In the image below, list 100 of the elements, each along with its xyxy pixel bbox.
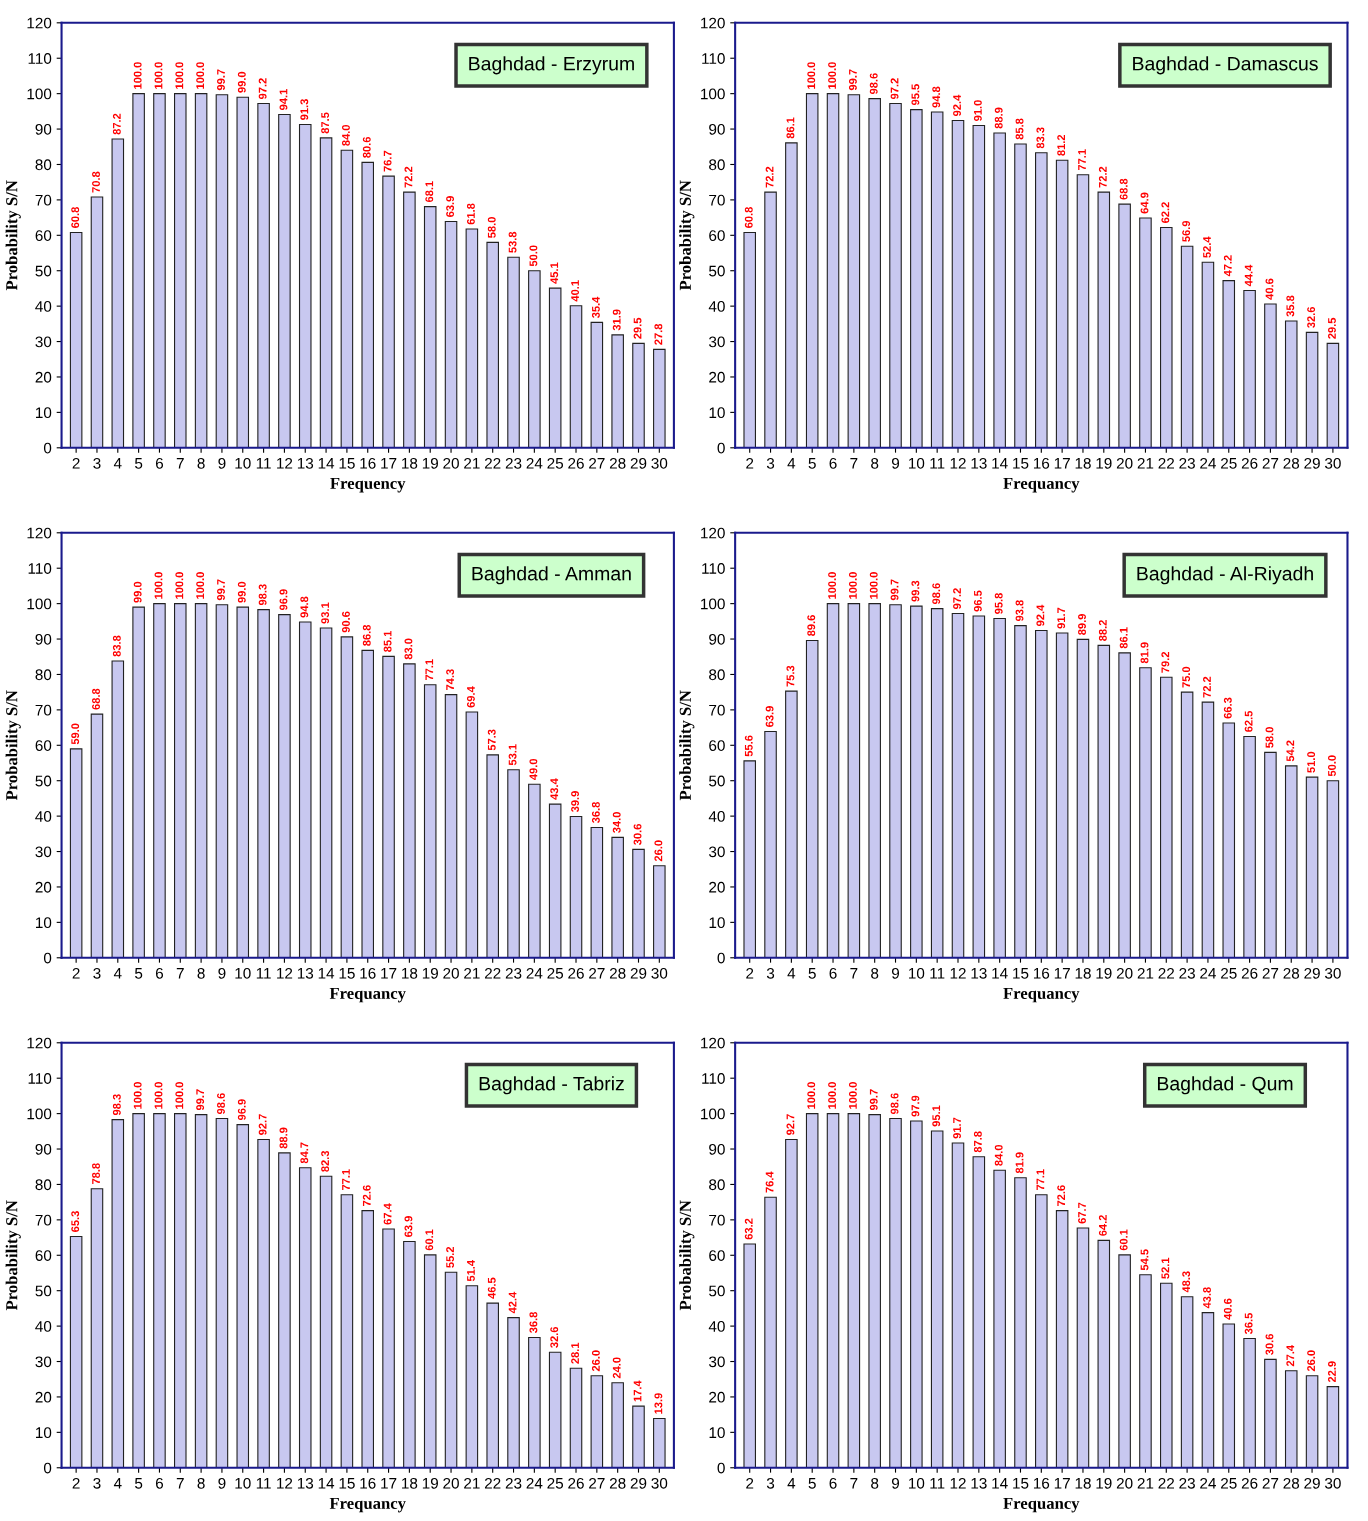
y-tick-label: 60 <box>35 1250 52 1261</box>
x-tick-label: 4 <box>113 458 122 469</box>
x-axis-title: Frequancy <box>329 1497 406 1513</box>
bar <box>993 1169 1006 1468</box>
bar <box>257 1138 270 1468</box>
x-tick-label: 15 <box>1013 968 1029 979</box>
bar <box>215 94 229 448</box>
data-label: 64.2 <box>1098 1215 1107 1236</box>
y-axis-title: Probability S/N <box>679 690 695 801</box>
y-tick-label: 30 <box>709 846 725 858</box>
data-label: 53.1 <box>508 744 517 766</box>
y-tick-label: 40 <box>708 810 725 822</box>
data-label: 98.6 <box>890 1093 899 1115</box>
bar <box>153 93 166 448</box>
y-tick-label: 100 <box>701 598 725 610</box>
data-label: 63.9 <box>404 1216 413 1237</box>
x-tick-label: 3 <box>766 1477 775 1489</box>
text: Baghdad - Qum <box>1157 1076 1293 1095</box>
bar <box>805 639 819 958</box>
bar <box>889 1118 902 1468</box>
x-tick-label: 12 <box>950 967 966 979</box>
bar <box>611 1382 624 1468</box>
x-tick-label: 11 <box>930 1478 945 1489</box>
x-tick-label: 20 <box>1116 967 1133 979</box>
y-tick-label: 80 <box>709 159 725 171</box>
x-tick-label: 11 <box>930 968 945 979</box>
data-label: 72.2 <box>1098 166 1107 188</box>
data-label: 43.4 <box>550 778 559 800</box>
x-tick-label: 26 <box>1241 967 1258 979</box>
y-tick-label: 0 <box>717 1462 725 1474</box>
x-tick-label: 9 <box>891 457 900 469</box>
bar <box>465 1285 479 1468</box>
x-tick-label: 3 <box>93 1477 101 1489</box>
bar <box>1055 1210 1069 1468</box>
x-tick-label: 3 <box>766 457 775 469</box>
x-tick-label: 17 <box>1054 968 1070 979</box>
x-tick-label: 24 <box>526 1477 543 1489</box>
y-tick-label: 50 <box>35 1285 52 1297</box>
x-tick-label: 9 <box>218 967 226 979</box>
bar <box>1159 676 1173 958</box>
data-label: 40.1 <box>571 280 579 302</box>
y-axis-title: Probability S/N <box>5 180 21 291</box>
data-label: 84.0 <box>994 1144 1003 1166</box>
bar <box>632 848 645 958</box>
x-tick-label: 15 <box>339 458 355 469</box>
x-tick-label: 25 <box>1221 1477 1237 1489</box>
bar <box>930 1130 944 1468</box>
x-tick-label: 29 <box>630 1477 647 1489</box>
bar <box>1180 691 1194 958</box>
text: Baghdad - Erzyrum <box>469 56 634 75</box>
x-tick-label: 29 <box>1304 967 1320 979</box>
x-tick-label: 5 <box>808 1478 816 1489</box>
bar <box>403 663 416 958</box>
data-label: 75.0 <box>1182 666 1191 688</box>
bar <box>1326 780 1340 958</box>
data-label: 100.0 <box>869 572 878 599</box>
data-label: 72.2 <box>765 166 774 188</box>
x-tick-label: 12 <box>950 457 966 469</box>
data-label: 88.9 <box>279 1127 288 1149</box>
bar <box>1055 159 1069 448</box>
data-label: 62.5 <box>1244 710 1253 732</box>
bar <box>1264 751 1277 958</box>
data-label: 84.0 <box>342 124 350 146</box>
x-tick-label: 9 <box>218 457 226 469</box>
bar <box>465 228 479 448</box>
x-tick-label: 11 <box>256 1478 271 1489</box>
data-label: 49.0 <box>529 758 538 780</box>
data-label: 56.9 <box>1182 220 1191 242</box>
data-label: 100.0 <box>154 62 163 89</box>
x-tick-label: 22 <box>1158 1477 1175 1489</box>
y-tick-label: 10 <box>36 407 52 419</box>
x-tick-label: 30 <box>1324 1477 1341 1489</box>
x-tick-label: 30 <box>651 457 668 469</box>
bar <box>340 149 354 448</box>
x-tick-label: 5 <box>134 458 143 469</box>
x-tick-label: 19 <box>1096 1477 1112 1489</box>
bar <box>486 241 499 448</box>
data-label: 74.3 <box>446 669 455 690</box>
x-tick-label: 13 <box>971 967 987 979</box>
x-tick-label: 9 <box>891 1477 900 1489</box>
x-tick-label: 25 <box>1221 457 1237 469</box>
bar <box>1035 1194 1048 1468</box>
bar <box>951 612 965 958</box>
bar <box>764 730 777 958</box>
x-tick-label: 17 <box>381 968 397 979</box>
y-tick-label: 30 <box>35 846 52 858</box>
y-tick-label: 90 <box>709 633 725 645</box>
y-tick-label: 80 <box>709 669 725 681</box>
data-label: 26.0 <box>1307 1350 1316 1372</box>
x-tick-label: 7 <box>850 458 858 469</box>
bar <box>1243 290 1256 448</box>
x-tick-label: 21 <box>464 1477 480 1489</box>
x-tick-label: 11 <box>930 458 945 469</box>
bar <box>1118 203 1131 448</box>
data-label: 99.7 <box>869 1089 878 1111</box>
bar <box>910 605 923 958</box>
bar <box>826 1113 840 1468</box>
x-tick-label: 19 <box>422 1477 438 1489</box>
data-label: 92.4 <box>953 94 961 117</box>
bar <box>528 783 541 958</box>
